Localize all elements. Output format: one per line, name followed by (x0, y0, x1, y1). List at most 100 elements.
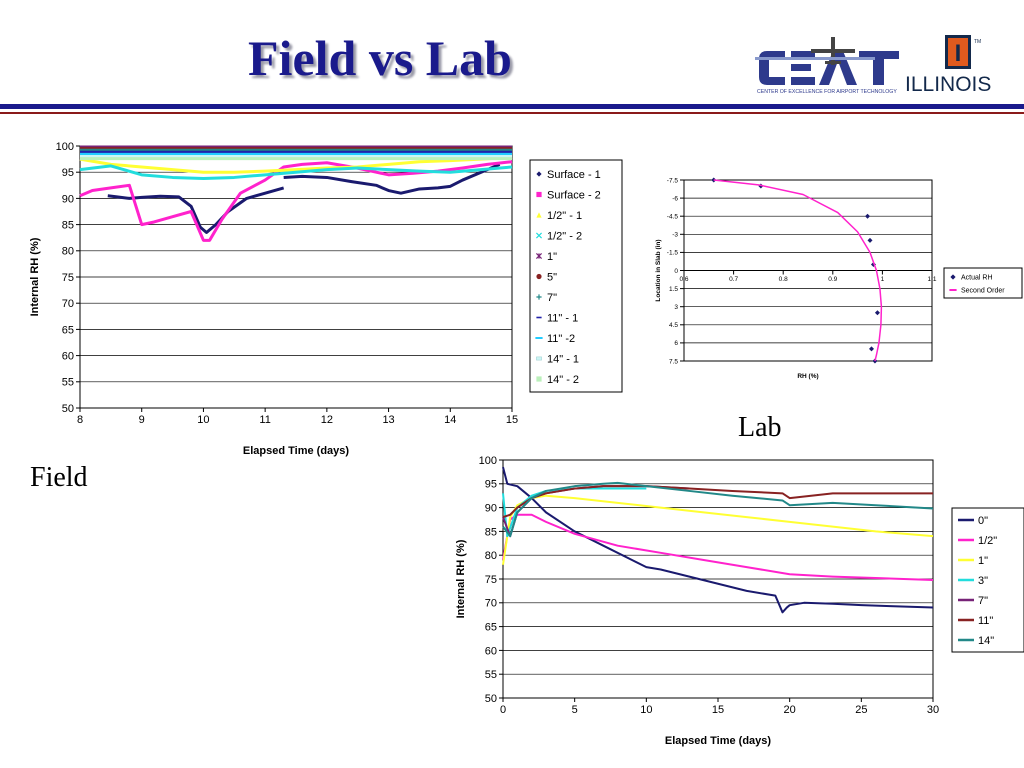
profile-ytick-label: 7.5 (669, 358, 678, 365)
field-legend-swatch (536, 316, 542, 319)
profile-point (874, 310, 880, 316)
field-xtick-label: 10 (197, 414, 209, 426)
lab-legend-label: 3" (978, 575, 988, 587)
lab-legend-label: 0" (978, 515, 988, 527)
field-legend-label: 11" -2 (547, 333, 575, 345)
field-ytick-label: 95 (62, 167, 74, 179)
field-legend-swatch (535, 252, 543, 260)
profile-ytick-label: 0 (674, 268, 678, 275)
field-x-axis-title: Elapsed Time (days) (243, 445, 350, 457)
field-series-line (79, 164, 513, 180)
profile-y-axis-title: Location in Slab (in) (655, 239, 662, 301)
lab-legend-label: 14" (978, 635, 994, 647)
lab-y-axis-title: Internal RH (%) (455, 539, 467, 618)
lab-legend: 0" 1/2" 1" 3" 7" 11" 14" (951, 507, 1024, 653)
profile-ytick-label: 1.5 (669, 286, 678, 293)
lab-series-line (502, 487, 647, 538)
lab-ytick-label: 95 (485, 479, 497, 491)
lab-ytick-label: 80 (485, 550, 497, 562)
field-legend-label: Surface - 1 (547, 169, 601, 181)
lab-legend-label: 11" (978, 615, 993, 627)
field-xtick-label: 12 (321, 414, 333, 426)
profile-ytick-label: -6 (672, 195, 678, 202)
lab-xtick-label: 25 (855, 704, 867, 716)
field-ytick-label: 70 (62, 298, 74, 310)
lab-series-line (502, 481, 934, 538)
field-ytick-label: 85 (62, 219, 74, 231)
profile-x-axis-title: RH (%) (797, 373, 818, 380)
field-ytick-label: 65 (62, 324, 74, 336)
field-legend-label: 7" (547, 292, 557, 304)
field-legend-swatch (535, 337, 543, 339)
field-series-line (107, 186, 285, 234)
field-series-1 (283, 162, 501, 195)
field-series-2 (79, 160, 513, 242)
airplane-icon (811, 37, 855, 65)
lab-series-2 (502, 494, 934, 565)
field-legend-label: 14" - 1 (547, 353, 579, 365)
profile-xtick-label: 0.9 (828, 276, 837, 283)
profile-ytick-label: 4.5 (669, 322, 678, 329)
field-legend-label: 1" (547, 251, 557, 263)
field-legend: Surface - 1 Surface - 2 1/2" - 1 1/2" - 2 1"… (529, 159, 623, 393)
profile-point (758, 183, 764, 189)
lab-legend-label: 1/2" (978, 535, 997, 547)
illinois-block-i-icon: I TM (945, 35, 981, 69)
profile-ytick-label: -1.5 (667, 250, 679, 257)
lab-ytick-label: 65 (485, 621, 497, 633)
profile-series-0 (711, 177, 880, 364)
profile-ytick-label: 3 (674, 304, 678, 311)
logo-graphic: CENTER OF EXCELLENCE FOR AIRPORT TECHNOL… (755, 35, 991, 96)
logo-swoosh (755, 57, 875, 60)
header-rule-blue (0, 104, 1024, 109)
lab-legend-box (951, 507, 1024, 653)
field-legend-swatch (536, 356, 542, 361)
lab-x-axis-title: Elapsed Time (days) (665, 735, 772, 747)
profile-xtick-label: 0.6 (679, 276, 688, 283)
field-xtick-label: 11 (259, 414, 270, 426)
field-ytick-label: 60 (62, 350, 74, 362)
lab-ytick-label: 100 (479, 455, 497, 467)
lab-xtick-label: 0 (500, 704, 506, 716)
field-legend-swatch (536, 273, 542, 280)
slide-title: Field vs Lab (248, 30, 512, 86)
profile-legend-box (943, 267, 1023, 299)
field-series-3 (79, 156, 513, 174)
field-legend-swatch (536, 212, 542, 218)
field-legend-label: Surface - 2 (547, 189, 601, 201)
cefat-caption: CENTER OF EXCELLENCE FOR AIRPORT TECHNOL… (757, 89, 897, 95)
profile-xtick-label: 1.1 (927, 276, 936, 283)
profile-legend-label: Actual RH (961, 274, 993, 281)
lab-series-6 (502, 481, 934, 538)
field-ytick-label: 55 (62, 377, 74, 389)
profile-series-1 (713, 179, 883, 362)
field-label: Field (30, 462, 88, 493)
field-xtick-label: 13 (382, 414, 394, 426)
profile-legend-label: Second Order (961, 287, 1005, 294)
field-legend-label: 14" - 2 (547, 374, 579, 386)
profile-ytick-label: -4.5 (667, 213, 679, 220)
profile-point (872, 358, 878, 364)
field-series-line (79, 160, 513, 242)
lab-series-line (502, 485, 933, 519)
field-xtick-label: 15 (506, 414, 518, 426)
lab-ytick-label: 90 (485, 502, 497, 514)
lab-xtick-label: 15 (712, 704, 724, 716)
field-ytick-label: 80 (62, 246, 74, 258)
lab-series-0 (502, 466, 934, 614)
profile-ytick-label: -3 (672, 232, 678, 239)
field-series-line (283, 162, 501, 195)
profile-point (870, 261, 876, 267)
lab-plot-area (502, 459, 934, 699)
lab-series-line (502, 466, 934, 614)
block-i-letter: I (955, 40, 962, 67)
lab-series-3 (502, 487, 647, 538)
field-legend-swatch (535, 232, 543, 239)
lab-ytick-label: 60 (485, 645, 497, 657)
field-y-axis-title: Internal RH (%) (29, 237, 41, 316)
field-ytick-label: 50 (62, 403, 74, 415)
field-ytick-label: 100 (56, 141, 74, 153)
lab-xtick-label: 10 (640, 704, 652, 716)
